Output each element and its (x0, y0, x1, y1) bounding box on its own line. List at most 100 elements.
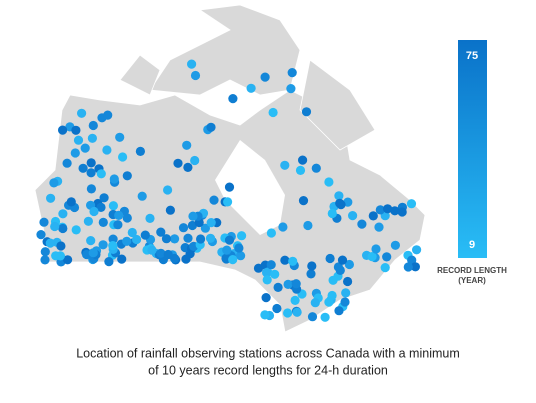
station-dot (63, 255, 73, 265)
station-dot (103, 110, 113, 120)
station-dot (368, 211, 378, 221)
station-dot (163, 185, 173, 195)
station-dot (375, 205, 385, 215)
station-dot (183, 233, 193, 243)
station-dot (86, 168, 96, 178)
station-dot (357, 219, 367, 229)
station-dot (78, 163, 88, 173)
station-dot (295, 165, 306, 175)
station-dot (382, 252, 392, 262)
station-dot (58, 223, 68, 234)
station-dot (406, 199, 417, 209)
station-dot (70, 148, 80, 158)
station-dot (98, 240, 108, 250)
station-dot (71, 125, 81, 135)
station-dot (173, 158, 183, 168)
station-dot (200, 223, 210, 233)
station-dot (88, 120, 98, 131)
station-dot (367, 252, 377, 262)
station-dot (371, 244, 381, 254)
station-dot (80, 143, 90, 153)
station-dot (108, 201, 118, 211)
station-dot (117, 254, 127, 264)
station-dot (412, 245, 422, 255)
station-dot (55, 251, 65, 261)
station-dot (273, 282, 283, 292)
station-dot (36, 230, 46, 240)
station-dot (118, 152, 128, 162)
station-dot (73, 135, 84, 145)
station-dot (272, 303, 282, 314)
station-dot (96, 202, 106, 212)
station-dot (86, 184, 96, 194)
station-dot (56, 241, 66, 251)
legend-title: RECORD LENGTH (437, 266, 507, 275)
station-dot (183, 162, 193, 172)
station-dot (108, 234, 118, 244)
station-dot (306, 269, 316, 279)
station-dot (187, 59, 197, 69)
station-dot (335, 198, 345, 208)
station-dot (261, 293, 271, 303)
station-dot (337, 255, 348, 265)
station-dot (86, 158, 96, 168)
station-dot (270, 269, 280, 279)
station-dot (205, 233, 216, 243)
hudson-bay (215, 140, 285, 235)
station-dot (292, 307, 302, 317)
station-dot (132, 234, 142, 245)
station-dot (343, 276, 353, 287)
station-dot (113, 220, 123, 230)
station-dot (39, 217, 49, 227)
station-dot (40, 255, 50, 265)
station-dot (88, 248, 98, 258)
station-dot (165, 205, 175, 215)
station-dot (224, 235, 235, 245)
caption-line: of 10 years record lengths for 24-h dura… (148, 363, 388, 377)
landmass (34, 4, 426, 333)
station-dot (344, 259, 354, 270)
station-dot (260, 310, 270, 320)
station-dots (36, 59, 422, 322)
station-dot (262, 275, 272, 285)
station-dot (145, 213, 155, 223)
station-dot (390, 206, 400, 216)
station-dot (49, 178, 59, 188)
legend-min: 9 (469, 239, 475, 251)
station-dot (163, 249, 173, 260)
station-dot (236, 251, 246, 261)
station-dot (156, 248, 166, 258)
station-dot (147, 245, 157, 255)
station-dot (50, 221, 60, 232)
station-dot (260, 72, 270, 82)
station-dot (280, 160, 290, 170)
station-dot (298, 196, 309, 206)
station-dot (66, 197, 76, 207)
legend-max: 75 (466, 50, 478, 62)
station-dot (335, 265, 345, 275)
station-dot (410, 262, 420, 272)
station-dot (196, 234, 206, 244)
station-dot (307, 261, 317, 271)
station-dot (122, 171, 132, 181)
station-dot (303, 220, 313, 231)
station-dot (374, 222, 384, 232)
station-dot (45, 238, 55, 248)
station-dot (161, 234, 172, 244)
station-dot (127, 227, 137, 238)
station-dot (209, 195, 219, 205)
station-dot (286, 84, 296, 94)
station-dot (108, 241, 118, 251)
station-dot (206, 122, 216, 132)
station-dot (327, 208, 337, 219)
station-dot (301, 107, 312, 117)
caption-line: Location of rainfall observing stations … (76, 346, 460, 360)
station-dot (190, 155, 200, 166)
station-dot (311, 163, 321, 173)
station-dot (278, 222, 288, 232)
station-dot (223, 197, 233, 207)
station-dot (325, 253, 335, 264)
station-dot (262, 268, 272, 278)
station-dot (334, 191, 344, 201)
station-dot (266, 260, 276, 270)
